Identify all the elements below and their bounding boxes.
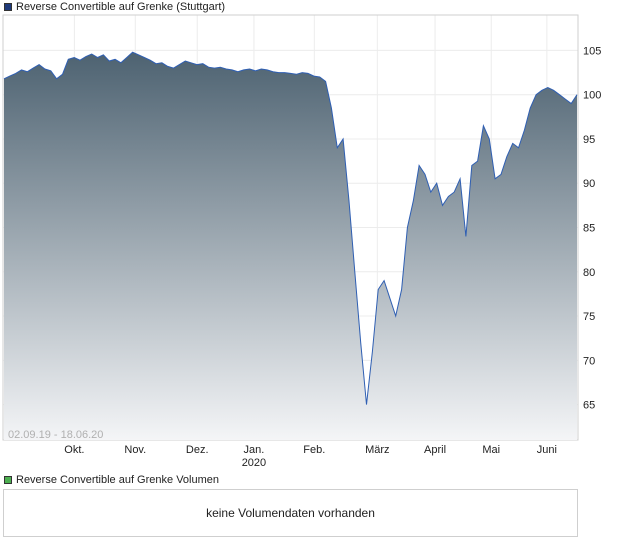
- x-tick-label: Nov.: [124, 444, 146, 456]
- y-tick-label: 100: [583, 90, 601, 102]
- y-tick-label: 75: [583, 311, 595, 323]
- price-legend-label: Reverse Convertible auf Grenke (Stuttgar…: [16, 1, 226, 13]
- volume-legend: Reverse Convertible auf Grenke Volumen: [4, 473, 219, 487]
- y-axis: 65 70 75 80 85 90 95 100 105: [583, 45, 601, 411]
- y-tick-label: 105: [583, 45, 601, 57]
- x-tick-label: März: [365, 444, 389, 456]
- y-tick-label: 65: [583, 400, 595, 412]
- y-tick-label: 85: [583, 223, 595, 235]
- y-tick-label: 80: [583, 267, 595, 279]
- price-legend-swatch: [4, 3, 12, 11]
- price-area: [4, 52, 577, 440]
- x-tick-label: Mai: [482, 444, 500, 456]
- volume-legend-label: Reverse Convertible auf Grenke Volumen: [16, 474, 219, 486]
- x-tick-label: April: [424, 444, 446, 456]
- x-axis: Okt. Nov. Dez. Jan.2020 Feb. März April Mai Juni: [64, 444, 557, 469]
- x-tick-label: Feb.: [303, 444, 325, 456]
- x-tick-label: Okt.: [64, 444, 84, 456]
- date-range-label: 02.09.19 - 18.06.20: [8, 429, 103, 441]
- volume-legend-swatch: [4, 476, 12, 484]
- x-tick-label: Juni: [537, 444, 557, 456]
- volume-panel: keine Volumendaten vorhanden: [3, 489, 578, 537]
- y-tick-label: 70: [583, 355, 595, 367]
- y-tick-label: 90: [583, 178, 595, 190]
- x-tick-label: Jan.: [244, 444, 265, 456]
- x-tick-label: Dez.: [186, 444, 209, 456]
- price-legend: Reverse Convertible auf Grenke (Stuttgar…: [4, 0, 225, 14]
- price-chart: 65 70 75 80 85 90 95 100 105 Okt. Nov. Dez. Jan.202…: [2, 14, 601, 469]
- price-line: [3, 51, 578, 405]
- x-tick-sublabel: 2020: [242, 457, 266, 469]
- no-volume-message: keine Volumendaten vorhanden: [206, 506, 375, 520]
- y-tick-label: 95: [583, 134, 595, 146]
